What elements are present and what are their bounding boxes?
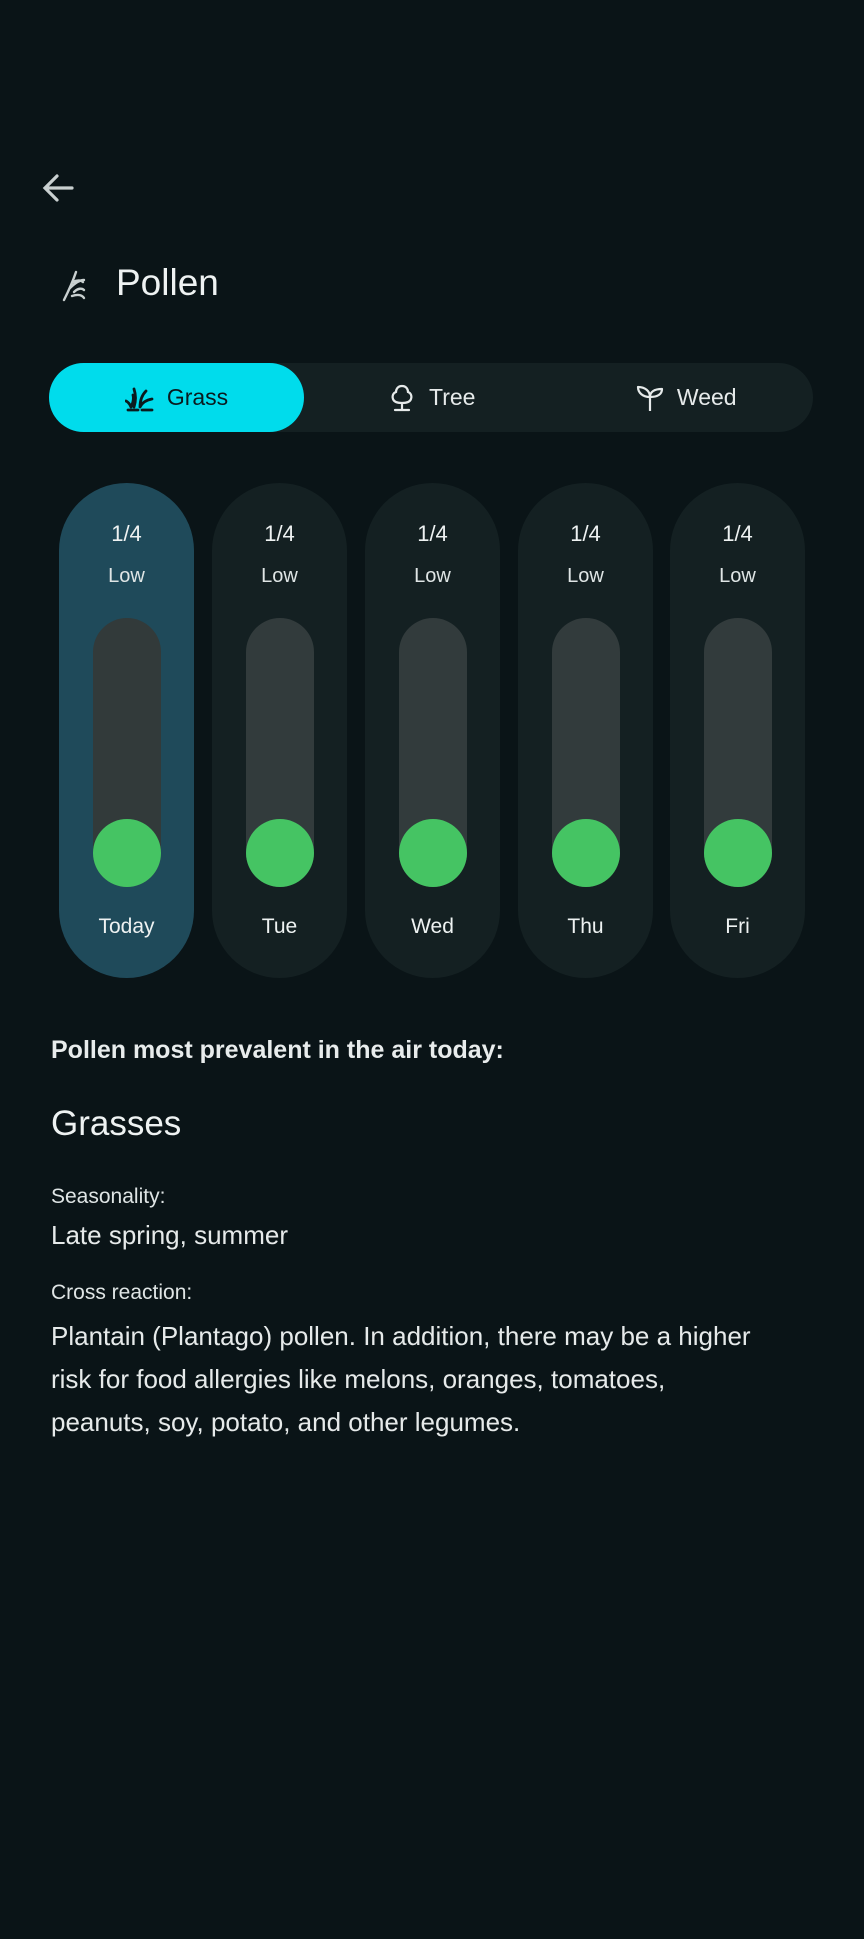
pollen-icon: [62, 270, 86, 302]
tree-icon: [391, 384, 413, 411]
cross-reaction-value: Plantain (Plantago) pollen. In addition,…: [51, 1321, 751, 1437]
grass-icon: [124, 387, 154, 411]
level-gauge: [246, 618, 314, 887]
level-index: 1/4: [111, 521, 142, 546]
day-label: Today: [98, 915, 155, 938]
level-gauge: [704, 618, 772, 887]
back-button[interactable]: [38, 168, 78, 208]
tab-grass[interactable]: Grass: [49, 363, 304, 432]
level-label: Low: [719, 565, 756, 587]
prevalent-heading: Pollen most prevalent in the air today:: [51, 1036, 504, 1064]
tab-tree[interactable]: Tree: [304, 363, 559, 432]
level-index: 1/4: [264, 521, 295, 546]
tab-weed-label: Weed: [676, 384, 737, 410]
level-indicator: [93, 819, 161, 887]
level-gauge: [399, 618, 467, 887]
level-indicator: [246, 819, 314, 887]
pollen-type-tabs: Grass Tree Weed: [49, 363, 813, 432]
level-label: Low: [414, 565, 451, 587]
day-label: Wed: [411, 915, 454, 938]
seasonality-value: Late spring, summer: [51, 1220, 288, 1250]
tab-grass-label: Grass: [166, 384, 229, 410]
day-card-wed[interactable]: 1/4 Low Wed: [365, 483, 500, 978]
day-card-today[interactable]: 1/4 Low Today: [59, 483, 194, 978]
arrow-left-icon: [42, 174, 74, 202]
level-index: 1/4: [722, 521, 753, 546]
level-index: 1/4: [417, 521, 448, 546]
tab-weed[interactable]: Weed: [559, 363, 814, 432]
day-label: Fri: [725, 915, 750, 938]
page-title: Pollen: [116, 262, 219, 303]
level-indicator: [399, 819, 467, 887]
level-label: Low: [261, 565, 298, 587]
level-label: Low: [108, 565, 145, 587]
level-gauge: [552, 618, 620, 887]
level-gauge: [93, 618, 161, 887]
level-indicator: [552, 819, 620, 887]
level-indicator: [704, 819, 772, 887]
seasonality-label: Seasonality:: [51, 1185, 166, 1208]
day-label: Thu: [567, 915, 604, 938]
day-card-tue[interactable]: 1/4 Low Tue: [212, 483, 347, 978]
cross-reaction-label: Cross reaction:: [51, 1281, 193, 1304]
pollen-name: Grasses: [51, 1104, 182, 1143]
sprout-icon: [636, 385, 664, 411]
day-card-thu[interactable]: 1/4 Low Thu: [518, 483, 653, 978]
tab-tree-label: Tree: [429, 384, 476, 410]
level-index: 1/4: [570, 521, 601, 546]
day-card-fri[interactable]: 1/4 Low Fri: [670, 483, 805, 978]
day-label: Tue: [261, 915, 298, 938]
level-label: Low: [567, 565, 604, 587]
